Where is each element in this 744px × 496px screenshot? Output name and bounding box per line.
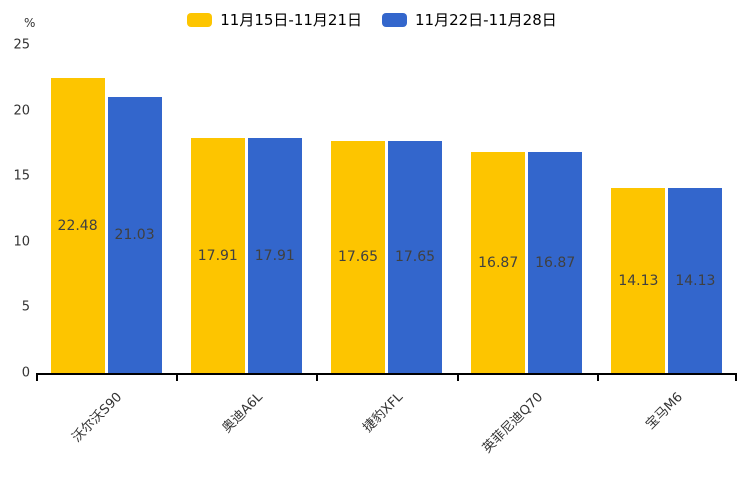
legend: 11月15日-11月21日 11月22日-11月28日 — [0, 8, 744, 32]
y-axis-tick-label: 10 — [13, 234, 30, 250]
bar-11月22日-11月28日-宝马M6: 14.13 — [668, 188, 723, 373]
bar-value-label: 14.13 — [675, 272, 716, 289]
x-axis-category-label: 英菲尼迪Q70 — [479, 389, 547, 457]
bar-11月15日-11月21日-捷豹XFL: 17.65 — [331, 141, 385, 373]
bar-value-label: 17.91 — [254, 247, 295, 264]
x-axis-tick — [176, 375, 179, 381]
legend-swatch-icon — [382, 13, 407, 27]
bar-11月15日-11月21日-奥迪A6L: 17.91 — [190, 138, 245, 373]
bar-11月22日-11月28日-奥迪A6L: 17.91 — [247, 138, 302, 373]
bar-value-label: 17.65 — [394, 249, 436, 265]
bar-11月15日-11月21日-宝马M6: 14.13 — [611, 188, 666, 373]
y-axis-tick-label: 15 — [13, 168, 30, 184]
x-axis-tick — [735, 375, 737, 381]
bar-value-label: 21.03 — [114, 227, 155, 243]
x-axis-tick — [36, 375, 38, 381]
legend-swatch-icon — [187, 13, 213, 27]
y-axis-tick-label: 0 — [21, 365, 30, 381]
bar-11月22日-11月28日-沃尔沃S90: 21.03 — [107, 97, 162, 373]
y-axis-tick-label: 20 — [13, 103, 30, 119]
x-axis-tick — [316, 375, 319, 381]
y-axis-unit-label: % — [24, 16, 36, 30]
legend-item-1[interactable]: 11月22日-11月28日 — [382, 10, 557, 29]
legend-item-0[interactable]: 11月15日-11月21日 — [187, 10, 362, 29]
x-axis-category-label: 捷豹XFL — [360, 389, 406, 436]
bar-value-label: 14.13 — [618, 272, 659, 289]
bar-11月22日-11月28日-英菲尼迪Q70: 16.87 — [528, 152, 583, 373]
plot-area: 22.48 21.03 17.91 17.91 17.65 17.65 16.87 16.87… — [36, 45, 737, 381]
y-axis-tick-label: 5 — [21, 299, 30, 315]
legend-label: 11月22日-11月28日 — [415, 10, 557, 29]
legend-label: 11月15日-11月21日 — [220, 10, 362, 29]
bar-value-label: 17.91 — [197, 247, 238, 264]
bar-value-label: 16.87 — [535, 254, 576, 271]
bar-11月22日-11月28日-捷豹XFL: 17.65 — [388, 141, 442, 373]
bar-value-label: 16.87 — [478, 254, 519, 271]
bar-11月15日-11月21日-英菲尼迪Q70: 16.87 — [471, 152, 526, 373]
bar-value-label: 17.65 — [337, 249, 379, 265]
x-axis-tick — [596, 375, 599, 381]
x-axis-category-label: 奥迪A6L — [219, 389, 266, 437]
x-axis-category-label: 沃尔沃S90 — [69, 389, 126, 446]
y-axis-tick-label: 25 — [13, 37, 30, 53]
bar-11月15日-11月21日-沃尔沃S90: 22.48 — [50, 78, 105, 373]
bar-value-label: 22.48 — [57, 217, 98, 234]
x-axis-tick — [456, 375, 459, 381]
x-axis-category-label: 宝马M6 — [643, 389, 687, 433]
